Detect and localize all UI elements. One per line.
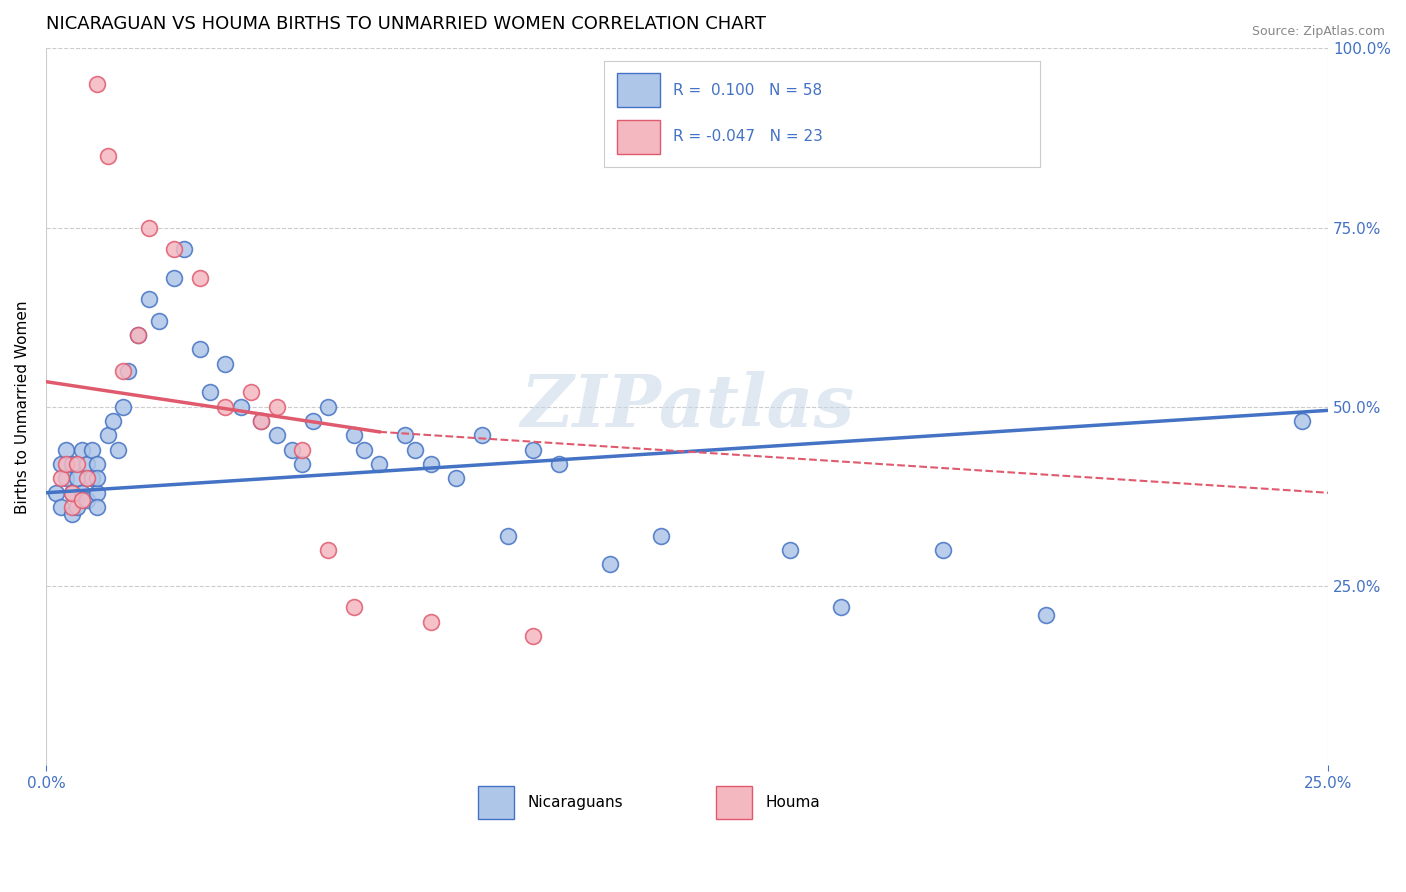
Point bbox=[779, 543, 801, 558]
Point bbox=[55, 442, 77, 457]
Point bbox=[291, 457, 314, 471]
Point bbox=[127, 328, 149, 343]
Point bbox=[173, 242, 195, 256]
Point bbox=[229, 400, 252, 414]
Point bbox=[117, 364, 139, 378]
Point bbox=[1035, 607, 1057, 622]
Point bbox=[111, 400, 134, 414]
Point bbox=[107, 442, 129, 457]
Point bbox=[45, 485, 67, 500]
Point bbox=[343, 600, 366, 615]
Point bbox=[198, 385, 221, 400]
Point bbox=[60, 508, 83, 522]
Point bbox=[60, 500, 83, 515]
Point bbox=[291, 442, 314, 457]
Point bbox=[188, 343, 211, 357]
Point bbox=[316, 400, 339, 414]
Point bbox=[250, 414, 273, 428]
Point bbox=[188, 270, 211, 285]
Point bbox=[932, 543, 955, 558]
Point bbox=[404, 442, 426, 457]
Point bbox=[240, 385, 263, 400]
Point bbox=[86, 500, 108, 515]
Point bbox=[496, 529, 519, 543]
Point bbox=[86, 471, 108, 485]
Point bbox=[82, 442, 104, 457]
Point bbox=[70, 492, 93, 507]
Point bbox=[547, 457, 569, 471]
Point bbox=[96, 428, 118, 442]
Point bbox=[148, 314, 170, 328]
Point bbox=[650, 529, 672, 543]
Text: ZIPatlas: ZIPatlas bbox=[520, 371, 853, 442]
Point bbox=[214, 357, 236, 371]
Point bbox=[127, 328, 149, 343]
Point bbox=[66, 471, 89, 485]
Point bbox=[522, 442, 544, 457]
Point bbox=[163, 270, 186, 285]
Point bbox=[368, 457, 391, 471]
Text: NICARAGUAN VS HOUMA BIRTHS TO UNMARRIED WOMEN CORRELATION CHART: NICARAGUAN VS HOUMA BIRTHS TO UNMARRIED … bbox=[46, 15, 766, 33]
Point bbox=[394, 428, 416, 442]
Point bbox=[522, 629, 544, 643]
Point bbox=[70, 442, 93, 457]
Point bbox=[60, 485, 83, 500]
Point bbox=[471, 428, 494, 442]
Point bbox=[830, 600, 852, 615]
Point bbox=[138, 293, 160, 307]
Point bbox=[86, 457, 108, 471]
Point bbox=[266, 400, 288, 414]
Point bbox=[101, 414, 124, 428]
Text: Source: ZipAtlas.com: Source: ZipAtlas.com bbox=[1251, 25, 1385, 38]
Point bbox=[250, 414, 273, 428]
Point bbox=[138, 220, 160, 235]
Point bbox=[419, 457, 441, 471]
Point bbox=[1291, 414, 1313, 428]
Point bbox=[86, 77, 108, 91]
Point bbox=[353, 442, 375, 457]
Point bbox=[214, 400, 236, 414]
Point bbox=[51, 471, 73, 485]
Point bbox=[266, 428, 288, 442]
Point bbox=[82, 471, 104, 485]
Point bbox=[111, 364, 134, 378]
Point bbox=[66, 457, 89, 471]
Point bbox=[55, 457, 77, 471]
Point bbox=[86, 485, 108, 500]
Point bbox=[343, 428, 366, 442]
Point bbox=[316, 543, 339, 558]
Point bbox=[76, 471, 98, 485]
Point bbox=[281, 442, 304, 457]
Point bbox=[96, 149, 118, 163]
Point bbox=[70, 485, 93, 500]
Point bbox=[163, 242, 186, 256]
Point bbox=[51, 457, 73, 471]
Point bbox=[60, 485, 83, 500]
Point bbox=[51, 500, 73, 515]
Point bbox=[599, 558, 621, 572]
Point bbox=[301, 414, 323, 428]
Point bbox=[66, 500, 89, 515]
Y-axis label: Births to Unmarried Women: Births to Unmarried Women bbox=[15, 300, 30, 514]
Point bbox=[419, 615, 441, 629]
Point bbox=[60, 457, 83, 471]
Point bbox=[76, 457, 98, 471]
Point bbox=[55, 471, 77, 485]
Point bbox=[76, 492, 98, 507]
Point bbox=[446, 471, 468, 485]
